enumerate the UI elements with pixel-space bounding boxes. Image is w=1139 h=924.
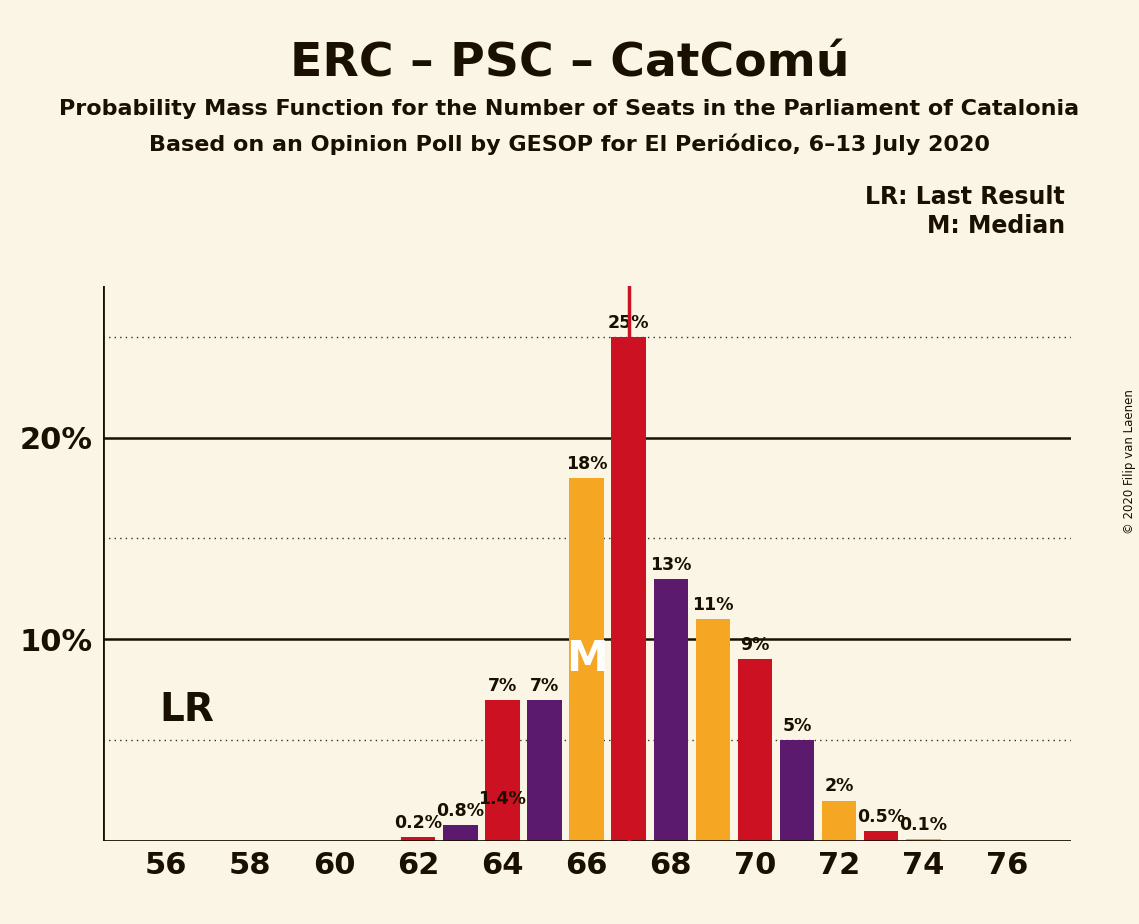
Text: ERC – PSC – CatComú: ERC – PSC – CatComú [289, 42, 850, 87]
Bar [570, 478, 604, 841]
Text: 2%: 2% [825, 777, 854, 796]
Text: M: Median: M: Median [927, 214, 1065, 238]
Text: LR: Last Result: LR: Last Result [866, 185, 1065, 209]
Bar [485, 812, 519, 841]
Bar [738, 660, 772, 841]
Text: 5%: 5% [782, 717, 812, 735]
Bar [443, 825, 477, 841]
Text: 25%: 25% [608, 314, 649, 332]
Text: 11%: 11% [693, 596, 734, 614]
Text: 7%: 7% [487, 676, 517, 695]
Text: 9%: 9% [740, 637, 770, 654]
Text: M: M [566, 638, 607, 680]
Bar [485, 699, 519, 841]
Text: © 2020 Filip van Laenen: © 2020 Filip van Laenen [1123, 390, 1137, 534]
Text: 0.8%: 0.8% [436, 802, 484, 820]
Text: Probability Mass Function for the Number of Seats in the Parliament of Catalonia: Probability Mass Function for the Number… [59, 99, 1080, 119]
Bar [401, 837, 435, 841]
Bar [822, 800, 857, 841]
Bar [527, 699, 562, 841]
Text: 0.2%: 0.2% [394, 814, 442, 832]
Bar [696, 619, 730, 841]
Bar [654, 578, 688, 841]
Bar [906, 839, 941, 841]
Text: 0.5%: 0.5% [858, 808, 906, 826]
Bar [780, 740, 814, 841]
Text: Based on an Opinion Poll by GESOP for El Periódico, 6–13 July 2020: Based on an Opinion Poll by GESOP for El… [149, 133, 990, 154]
Text: LR: LR [159, 691, 214, 729]
Bar [612, 337, 646, 841]
Text: 18%: 18% [566, 455, 607, 473]
Bar [865, 831, 899, 841]
Text: 1.4%: 1.4% [478, 790, 526, 808]
Text: 0.1%: 0.1% [900, 816, 948, 833]
Text: 7%: 7% [530, 676, 559, 695]
Text: 13%: 13% [650, 555, 691, 574]
